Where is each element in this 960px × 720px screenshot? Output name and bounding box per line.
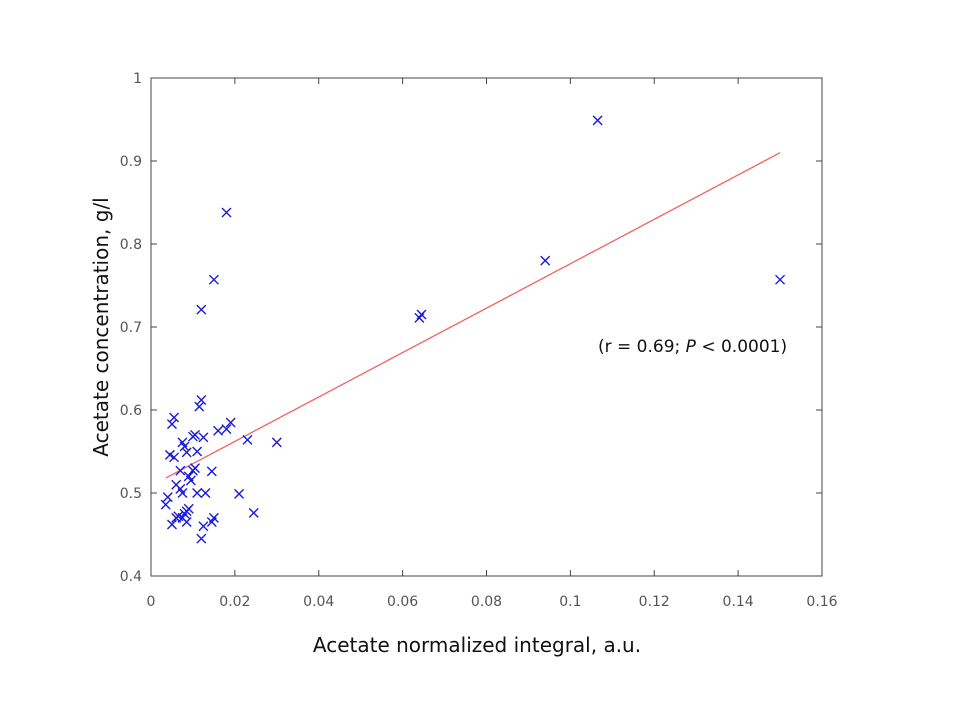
regression-line [165,152,781,479]
x-tick-label: 0.14 [723,594,754,610]
data-point [196,304,207,315]
x-tick-label: 0.1 [559,594,581,610]
plot-area [150,77,823,577]
x-tick-label: 0.16 [806,594,837,610]
y-tick-label: 0.4 [120,569,142,585]
annotation-suffix: < 0.0001) [696,337,787,357]
data-point [192,446,203,457]
data-point [162,492,173,503]
x-tick-label: 0.08 [471,594,502,610]
data-point [194,401,205,412]
data-point [179,441,190,452]
data-point [221,207,232,218]
data-point [175,465,186,476]
x-axis-label: Acetate normalized integral, a.u. [313,633,641,657]
data-point [271,437,282,448]
data-points [160,115,786,544]
data-point [234,488,245,499]
data-point [248,507,259,518]
data-point [592,115,603,126]
data-point [200,488,211,498]
correlation-annotation: (r = 0.69; P < 0.0001) [598,337,787,357]
data-point [166,419,177,430]
x-tick-label: 0 [147,594,156,610]
data-point [192,488,203,498]
data-point [171,512,182,523]
y-tick-label: 0.6 [120,403,142,419]
data-point [185,475,196,486]
data-point [540,255,551,266]
data-point [181,447,192,458]
x-tick-label: 0.06 [387,594,418,610]
data-point [242,434,253,445]
data-point [187,431,198,442]
data-point [221,424,232,435]
data-point [169,452,180,463]
data-point [169,412,180,423]
data-point [196,395,207,406]
y-tick-label: 0.8 [120,237,142,253]
regression-line-group [165,152,781,479]
data-point [225,417,236,428]
data-point [206,466,217,477]
data-point [166,519,177,530]
y-tick-label: 0.7 [120,320,142,336]
data-point [198,521,209,532]
data-point [414,312,425,323]
data-point [198,432,209,443]
y-tick-label: 1 [133,71,142,87]
data-point [213,425,224,436]
data-point [181,517,192,528]
y-tick-label: 0.9 [120,154,142,170]
data-point [196,533,207,544]
data-point [177,488,188,498]
data-point [187,465,198,476]
x-tick-label: 0.04 [303,594,334,610]
annotation-prefix: (r = 0.69; [598,337,686,357]
data-point [208,274,219,285]
x-tick-label: 0.02 [219,594,250,610]
data-point [160,499,171,510]
y-tick-label: 0.5 [120,486,142,502]
axis-ticks: 0 0.02 0.04 0.06 0.08 0.1 0.12 0.14 0.16 0.4 0.5 0.… [120,71,838,610]
data-point [208,512,219,523]
annotation-p-symbol: P [686,337,697,357]
data-point [775,274,786,285]
x-tick-label: 0.12 [639,594,670,610]
y-axis-label: Acetate concentration, g/l [89,197,113,456]
